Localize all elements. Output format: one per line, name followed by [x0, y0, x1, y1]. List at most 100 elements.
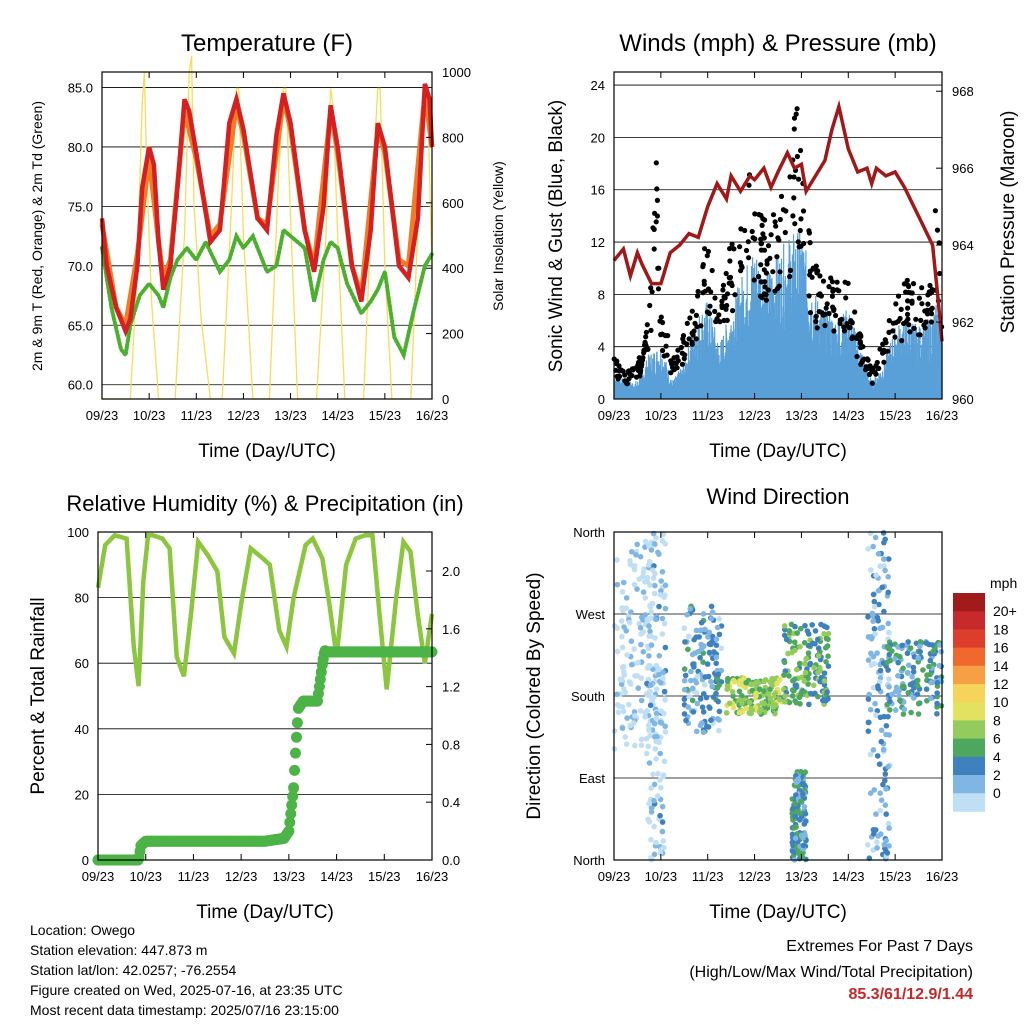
direction-point	[624, 652, 630, 658]
direction-point	[642, 595, 649, 601]
gust-point	[824, 301, 830, 307]
direction-point	[715, 671, 722, 678]
direction-point	[796, 694, 803, 701]
direction-point	[709, 609, 716, 615]
direction-point	[656, 653, 663, 659]
gust-point	[762, 217, 768, 223]
gust-point	[775, 285, 781, 292]
y-tick-label: 65.0	[68, 318, 93, 333]
gust-point	[787, 174, 793, 180]
direction-point	[881, 556, 887, 562]
legend-title: mph	[990, 575, 1017, 591]
winds-y-right-label: Station Pressure (Maroon)	[998, 111, 1019, 334]
direction-point	[874, 650, 880, 656]
direction-point	[647, 732, 653, 739]
legend-label: 14	[993, 658, 1009, 674]
direction-point	[871, 626, 878, 632]
gust-point	[903, 319, 909, 325]
direction-point	[936, 642, 943, 648]
gust-point	[928, 319, 935, 325]
direction-point	[746, 699, 753, 706]
latlon-text: Station lat/lon: 42.0257; -76.2554	[30, 962, 237, 978]
direction-point	[877, 790, 883, 796]
gust-point	[648, 327, 654, 333]
direction-point	[700, 611, 707, 617]
gust-point	[695, 293, 701, 299]
gust-point	[777, 269, 783, 275]
direction-point	[865, 634, 872, 640]
gust-point	[892, 334, 898, 340]
gust-point	[668, 370, 674, 376]
direction-point	[906, 662, 912, 668]
direction-point	[662, 723, 668, 729]
station-pressure-line	[612, 99, 944, 342]
gust-point	[816, 292, 822, 298]
relative-humidity-line	[95, 532, 435, 690]
direction-point	[640, 569, 647, 576]
gust-point	[765, 243, 772, 249]
direction-point	[713, 642, 720, 648]
gust-point	[772, 219, 778, 225]
gust-point	[743, 247, 750, 254]
legend-label: 18	[993, 621, 1009, 637]
direction-point	[626, 701, 632, 708]
gust-point	[658, 332, 664, 338]
gust-point	[904, 311, 911, 317]
direction-point	[628, 638, 635, 644]
y-right-tick-label: 960	[952, 392, 974, 407]
gust-point	[774, 254, 780, 260]
gust-point	[794, 153, 801, 160]
gust-point	[797, 147, 804, 154]
direction-point	[883, 786, 889, 792]
rainfall-point	[287, 790, 299, 802]
direction-point	[753, 679, 760, 686]
station-info: Location: Owego Station elevation: 447.8…	[30, 920, 343, 1020]
direction-point	[886, 684, 892, 690]
timestamp-text: Most recent data timestamp: 2025/07/16 2…	[30, 1002, 339, 1018]
direction-y-label: Direction (Colored By Speed)	[524, 572, 545, 819]
direction-point	[648, 837, 654, 843]
x-tick-label: 14/23	[320, 869, 353, 884]
x-tick-label: 16/23	[926, 408, 959, 423]
x-tick-label: 09/23	[598, 869, 631, 884]
gust-point	[801, 240, 807, 247]
elevation-text: Station elevation: 447.873 m	[30, 942, 208, 958]
gust-point	[686, 336, 692, 342]
direction-point	[821, 631, 827, 637]
direction-point	[638, 697, 645, 704]
x-tick-label: 10/23	[133, 408, 166, 423]
direction-point	[661, 620, 668, 627]
gust-point	[792, 221, 798, 227]
direction-point	[789, 839, 796, 846]
direction-point	[713, 660, 719, 667]
y-tick-label: 4	[598, 340, 605, 355]
gust-point	[727, 274, 734, 280]
direction-point	[874, 708, 881, 714]
gust-point	[852, 309, 858, 315]
direction-point	[659, 569, 666, 575]
rainfall-point	[286, 799, 298, 811]
gust-point	[764, 258, 770, 264]
direction-point	[825, 630, 832, 637]
direction-point	[697, 696, 704, 702]
direction-point	[874, 753, 881, 759]
gust-point	[752, 211, 758, 217]
gust-point	[916, 332, 922, 338]
gust-point	[828, 275, 834, 281]
gust-point	[858, 332, 864, 338]
direction-point	[702, 682, 708, 688]
direction-point	[883, 731, 889, 738]
direction-point	[700, 659, 706, 665]
direction-point	[797, 701, 803, 707]
direction-point	[619, 704, 626, 710]
gust-point	[724, 317, 730, 323]
gust-point	[807, 310, 814, 316]
y-tick-label: 85.0	[68, 80, 93, 95]
direction-point	[700, 729, 707, 736]
direction-point	[886, 825, 892, 831]
gust-point	[807, 240, 813, 246]
direction-point	[648, 805, 655, 811]
y-tick-label: 75.0	[68, 199, 93, 214]
direction-point	[655, 770, 661, 777]
